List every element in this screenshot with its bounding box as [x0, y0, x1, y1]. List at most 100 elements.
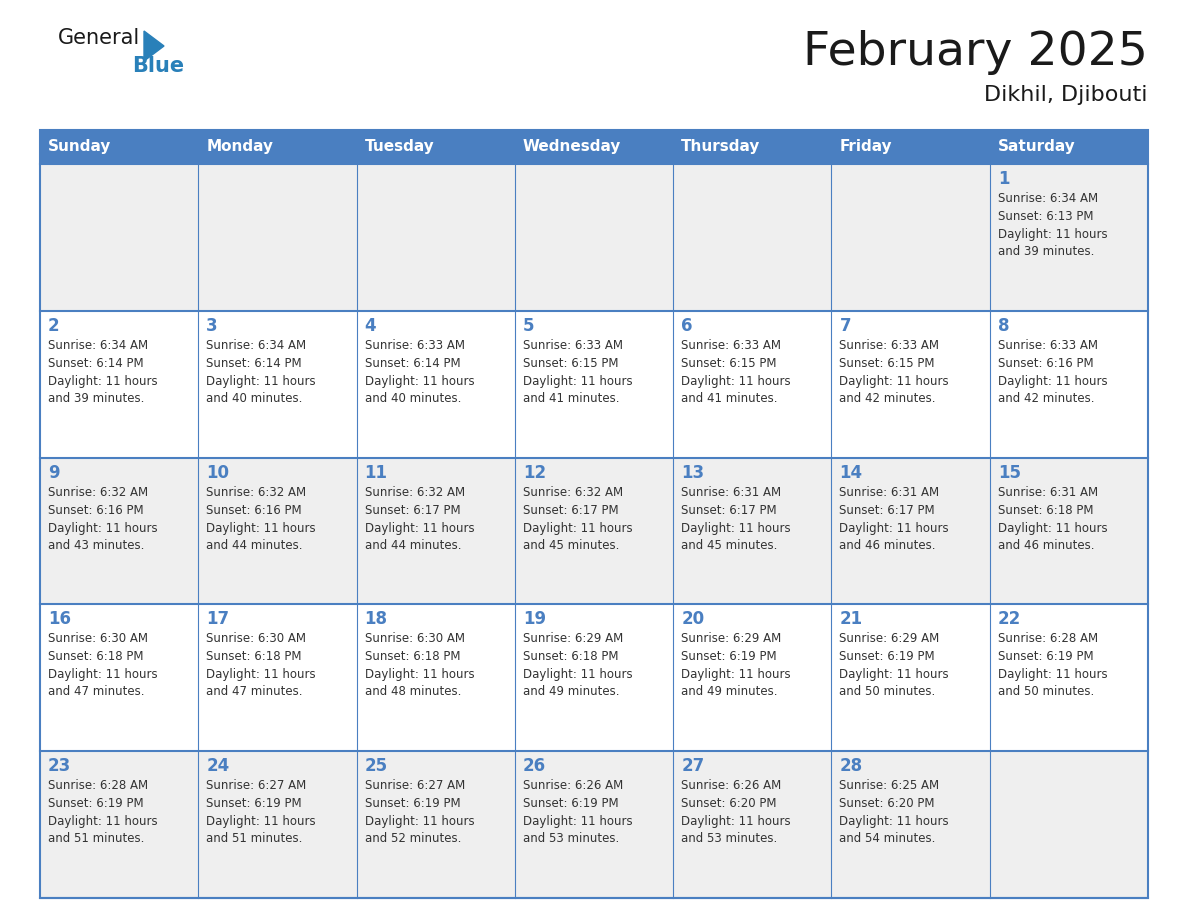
Text: Sunrise: 6:30 AM: Sunrise: 6:30 AM: [207, 633, 307, 645]
Text: and 40 minutes.: and 40 minutes.: [207, 392, 303, 405]
Text: Daylight: 11 hours: Daylight: 11 hours: [48, 521, 158, 534]
Text: and 42 minutes.: and 42 minutes.: [998, 392, 1094, 405]
Text: Sunset: 6:13 PM: Sunset: 6:13 PM: [998, 210, 1093, 223]
Text: Friday: Friday: [840, 140, 892, 154]
Text: Sunrise: 6:34 AM: Sunrise: 6:34 AM: [998, 192, 1098, 205]
Text: and 41 minutes.: and 41 minutes.: [523, 392, 619, 405]
Text: Sunset: 6:14 PM: Sunset: 6:14 PM: [207, 357, 302, 370]
Text: Sunset: 6:14 PM: Sunset: 6:14 PM: [365, 357, 460, 370]
Text: Daylight: 11 hours: Daylight: 11 hours: [523, 375, 632, 387]
Text: and 53 minutes.: and 53 minutes.: [681, 833, 777, 845]
Bar: [356, 604, 514, 751]
Text: and 44 minutes.: and 44 minutes.: [207, 539, 303, 552]
Text: 4: 4: [365, 317, 377, 335]
Text: Sunrise: 6:29 AM: Sunrise: 6:29 AM: [840, 633, 940, 645]
Text: Sunrise: 6:29 AM: Sunrise: 6:29 AM: [523, 633, 624, 645]
Text: Daylight: 11 hours: Daylight: 11 hours: [998, 668, 1107, 681]
Text: Sunset: 6:18 PM: Sunset: 6:18 PM: [998, 504, 1093, 517]
Text: Dikhil, Djibouti: Dikhil, Djibouti: [985, 85, 1148, 105]
Text: 19: 19: [523, 610, 546, 629]
Bar: [198, 751, 356, 898]
Text: Sunset: 6:20 PM: Sunset: 6:20 PM: [681, 797, 777, 811]
Text: Sunset: 6:18 PM: Sunset: 6:18 PM: [365, 650, 460, 664]
Text: 27: 27: [681, 757, 704, 775]
Text: Sunrise: 6:30 AM: Sunrise: 6:30 AM: [48, 633, 148, 645]
Text: Daylight: 11 hours: Daylight: 11 hours: [365, 521, 474, 534]
Text: Sunrise: 6:31 AM: Sunrise: 6:31 AM: [840, 486, 940, 498]
Text: Daylight: 11 hours: Daylight: 11 hours: [840, 375, 949, 387]
Text: 14: 14: [840, 464, 862, 482]
Bar: [990, 751, 1148, 898]
Text: and 50 minutes.: and 50 minutes.: [840, 686, 936, 699]
Text: and 44 minutes.: and 44 minutes.: [365, 539, 461, 552]
Text: Thursday: Thursday: [681, 140, 760, 154]
Text: and 53 minutes.: and 53 minutes.: [523, 833, 619, 845]
Text: Sunset: 6:19 PM: Sunset: 6:19 PM: [840, 650, 935, 664]
Text: and 52 minutes.: and 52 minutes.: [365, 833, 461, 845]
Text: 17: 17: [207, 610, 229, 629]
Text: Daylight: 11 hours: Daylight: 11 hours: [840, 521, 949, 534]
Text: Daylight: 11 hours: Daylight: 11 hours: [523, 521, 632, 534]
Polygon shape: [144, 31, 164, 61]
Bar: [198, 164, 356, 311]
Text: 3: 3: [207, 317, 217, 335]
Text: Sunrise: 6:32 AM: Sunrise: 6:32 AM: [207, 486, 307, 498]
Text: Daylight: 11 hours: Daylight: 11 hours: [681, 521, 791, 534]
Text: 23: 23: [48, 757, 71, 775]
Bar: [832, 457, 990, 604]
Text: Daylight: 11 hours: Daylight: 11 hours: [207, 375, 316, 387]
Bar: [198, 457, 356, 604]
Bar: [40, 311, 198, 457]
Text: General: General: [58, 28, 140, 48]
Bar: [40, 604, 198, 751]
Text: and 51 minutes.: and 51 minutes.: [207, 833, 303, 845]
Text: and 45 minutes.: and 45 minutes.: [523, 539, 619, 552]
Text: 1: 1: [998, 170, 1010, 188]
Text: Sunset: 6:16 PM: Sunset: 6:16 PM: [998, 357, 1093, 370]
Text: Sunset: 6:19 PM: Sunset: 6:19 PM: [365, 797, 460, 811]
Text: and 46 minutes.: and 46 minutes.: [998, 539, 1094, 552]
Bar: [40, 130, 1148, 898]
Text: and 48 minutes.: and 48 minutes.: [365, 686, 461, 699]
Text: 15: 15: [998, 464, 1020, 482]
Bar: [356, 164, 514, 311]
Bar: [832, 130, 990, 164]
Text: Wednesday: Wednesday: [523, 140, 621, 154]
Text: Sunrise: 6:32 AM: Sunrise: 6:32 AM: [523, 486, 623, 498]
Text: Sunrise: 6:33 AM: Sunrise: 6:33 AM: [365, 339, 465, 352]
Text: 26: 26: [523, 757, 546, 775]
Bar: [356, 130, 514, 164]
Text: 2: 2: [48, 317, 59, 335]
Text: Sunset: 6:15 PM: Sunset: 6:15 PM: [681, 357, 777, 370]
Text: and 45 minutes.: and 45 minutes.: [681, 539, 777, 552]
Text: Sunrise: 6:33 AM: Sunrise: 6:33 AM: [998, 339, 1098, 352]
Text: and 47 minutes.: and 47 minutes.: [207, 686, 303, 699]
Bar: [514, 311, 674, 457]
Text: Sunrise: 6:26 AM: Sunrise: 6:26 AM: [681, 779, 782, 792]
Text: Daylight: 11 hours: Daylight: 11 hours: [523, 815, 632, 828]
Text: Sunrise: 6:34 AM: Sunrise: 6:34 AM: [48, 339, 148, 352]
Bar: [674, 130, 832, 164]
Text: February 2025: February 2025: [803, 30, 1148, 75]
Text: Sunrise: 6:32 AM: Sunrise: 6:32 AM: [365, 486, 465, 498]
Bar: [990, 130, 1148, 164]
Text: and 40 minutes.: and 40 minutes.: [365, 392, 461, 405]
Text: Sunrise: 6:32 AM: Sunrise: 6:32 AM: [48, 486, 148, 498]
Text: 12: 12: [523, 464, 546, 482]
Text: Sunset: 6:18 PM: Sunset: 6:18 PM: [207, 650, 302, 664]
Text: Sunrise: 6:27 AM: Sunrise: 6:27 AM: [207, 779, 307, 792]
Text: 25: 25: [365, 757, 387, 775]
Text: 9: 9: [48, 464, 59, 482]
Text: Sunrise: 6:28 AM: Sunrise: 6:28 AM: [998, 633, 1098, 645]
Text: Sunset: 6:17 PM: Sunset: 6:17 PM: [840, 504, 935, 517]
Text: 5: 5: [523, 317, 535, 335]
Text: and 46 minutes.: and 46 minutes.: [840, 539, 936, 552]
Text: Sunset: 6:17 PM: Sunset: 6:17 PM: [523, 504, 619, 517]
Text: Daylight: 11 hours: Daylight: 11 hours: [365, 375, 474, 387]
Text: Daylight: 11 hours: Daylight: 11 hours: [207, 521, 316, 534]
Text: and 42 minutes.: and 42 minutes.: [840, 392, 936, 405]
Text: Sunrise: 6:29 AM: Sunrise: 6:29 AM: [681, 633, 782, 645]
Bar: [40, 130, 198, 164]
Bar: [198, 604, 356, 751]
Text: 21: 21: [840, 610, 862, 629]
